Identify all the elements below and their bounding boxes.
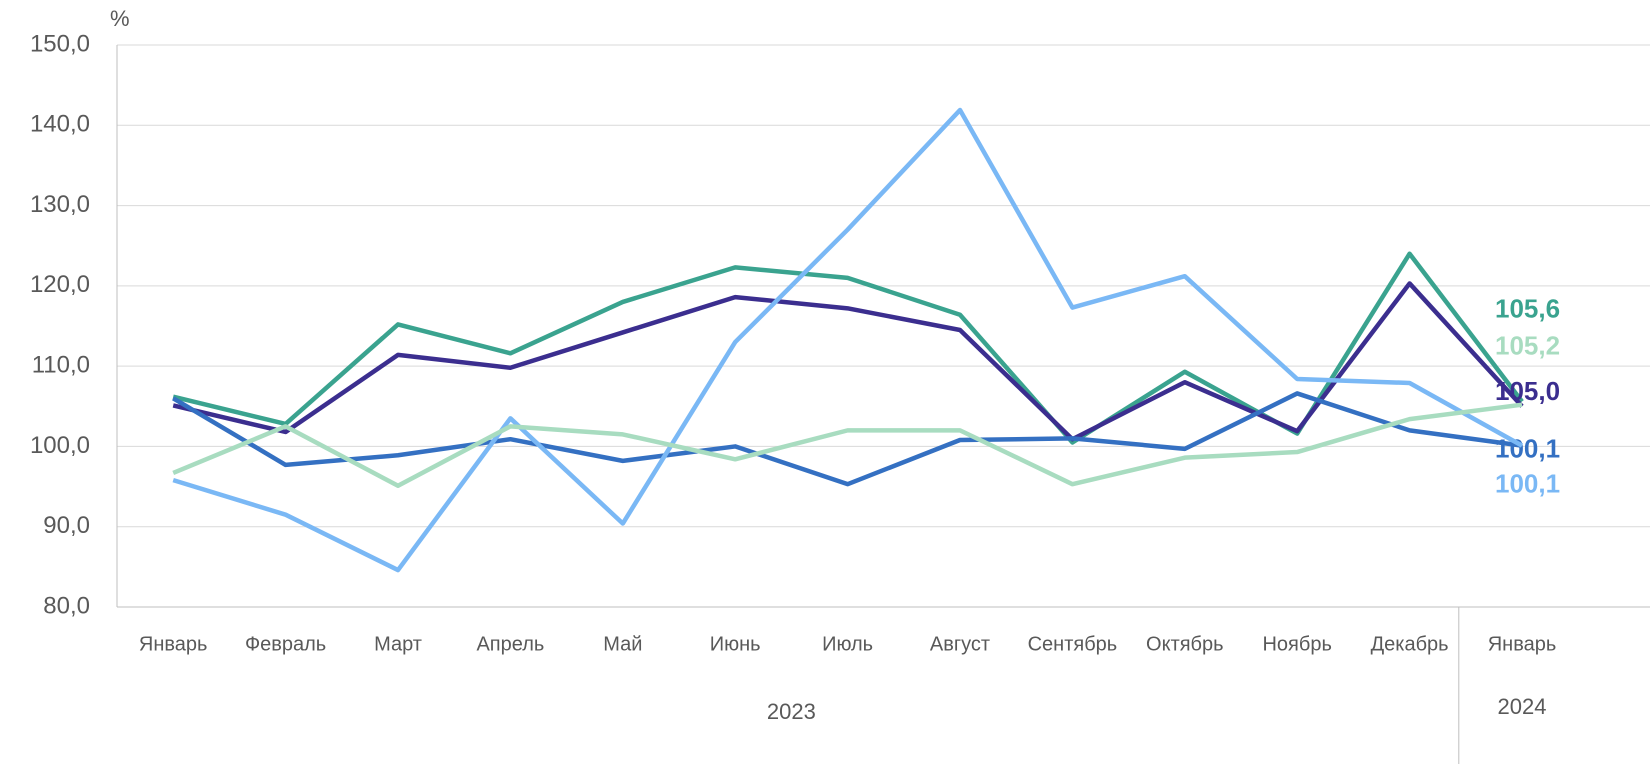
y-tick-label: 140,0 (30, 111, 90, 138)
x-tick-label: Май (603, 633, 642, 655)
x-tick-label: Октябрь (1146, 633, 1224, 655)
x-tick-label: Март (374, 633, 422, 655)
x-tick-label: Сентябрь (1028, 633, 1118, 655)
data-label: 105,6 (1495, 293, 1560, 323)
y-tick-label: 150,0 (30, 30, 90, 57)
series-line (172, 281, 1524, 442)
y-tick-label: 130,0 (30, 191, 90, 218)
x-tick-label: Ноябрь (1262, 633, 1331, 655)
x-tick-label: Апрель (476, 633, 544, 655)
data-label: 105,2 (1495, 331, 1560, 361)
data-label: 105,0 (1495, 376, 1560, 406)
y-tick-label: 90,0 (43, 512, 90, 539)
x-tick-label: Январь (139, 633, 208, 655)
x-tick-label: Январь (1488, 633, 1557, 655)
group-label: 2023 (767, 699, 816, 724)
group-label: 2024 (1498, 694, 1547, 719)
y-tick-label: 110,0 (32, 351, 90, 378)
x-tick-label: Август (930, 633, 990, 655)
series-line (172, 391, 1523, 487)
data-label: 100,1 (1495, 469, 1560, 499)
x-tick-label: Июнь (710, 633, 761, 655)
y-unit: % (110, 6, 130, 31)
x-tick-label: Июль (822, 633, 873, 655)
series-line (172, 251, 1524, 445)
y-tick-label: 120,0 (30, 271, 90, 298)
y-tick-label: 100,0 (30, 432, 90, 459)
series-line (172, 107, 1524, 573)
x-tick-label: Февраль (245, 633, 326, 655)
y-tick-label: 80,0 (43, 592, 90, 619)
series-line (172, 402, 1523, 489)
x-tick-label: Декабрь (1371, 633, 1449, 655)
